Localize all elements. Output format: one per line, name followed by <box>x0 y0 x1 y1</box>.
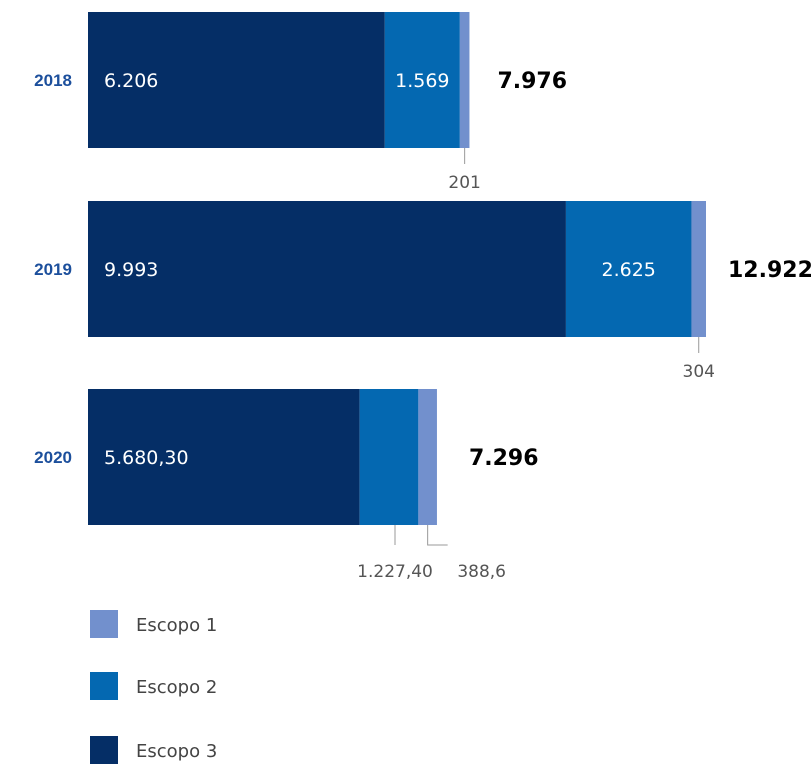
data-label-escopo-3: 9.993 <box>104 259 158 281</box>
data-label-escopo-1: 304 <box>683 362 715 382</box>
data-label-escopo-2: 1.569 <box>395 70 449 92</box>
year-label: 2020 <box>34 448 72 467</box>
bar-escopo-2 <box>384 12 460 148</box>
legend-label: Escopo 3 <box>136 741 217 762</box>
legend-label: Escopo 2 <box>136 677 217 698</box>
bar-escopo-1 <box>459 12 470 148</box>
data-label-escopo-2: 2.625 <box>601 259 655 281</box>
legend-label: Escopo 1 <box>136 615 217 636</box>
callout-line-escopo-1 <box>427 525 448 546</box>
total-label: 7.296 <box>469 446 539 471</box>
data-label-escopo-3: 6.206 <box>104 70 158 92</box>
data-label-escopo-1: 201 <box>448 173 480 193</box>
data-label-escopo-3: 5.680,30 <box>104 447 189 469</box>
legend-swatch <box>90 610 118 638</box>
bar-escopo-1 <box>418 389 437 525</box>
legend-swatch <box>90 736 118 764</box>
data-label-escopo-2: 1.227,40 <box>357 562 433 582</box>
year-label: 2018 <box>34 71 72 90</box>
year-label: 2019 <box>34 260 72 279</box>
bar-escopo-3 <box>88 389 360 525</box>
bar-escopo-3 <box>88 201 566 337</box>
legend-swatch <box>90 672 118 700</box>
bar-escopo-3 <box>88 12 385 148</box>
bar-escopo-2 <box>565 201 692 337</box>
data-label-escopo-1: 388,6 <box>457 562 506 582</box>
total-label: 12.922 <box>728 258 811 283</box>
total-label: 7.976 <box>497 69 567 94</box>
bar-escopo-1 <box>691 201 706 337</box>
bar-escopo-2 <box>359 389 419 525</box>
